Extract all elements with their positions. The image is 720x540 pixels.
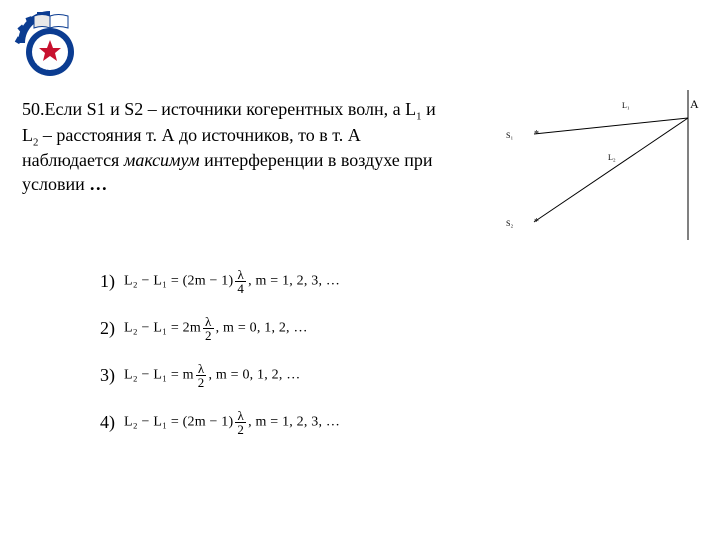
answer-formula: L₂ − L₁ = (2m − 1)λ4, m = 1, 2, 3, …	[124, 268, 340, 295]
question-ellipsis: …	[89, 174, 107, 194]
answer-option-1: 1)L₂ − L₁ = (2m − 1)λ4, m = 1, 2, 3, …	[100, 268, 340, 295]
question-italic: максимум	[124, 150, 200, 170]
answer-options: 1)L₂ − L₁ = (2m − 1)λ4, m = 1, 2, 3, … 2)…	[100, 268, 340, 456]
answer-number: 3)	[100, 365, 124, 387]
answer-number: 2)	[100, 318, 124, 340]
svg-text:L₂: L₂	[608, 153, 616, 162]
answer-option-3: 3)L₂ − L₁ = mλ2, m = 0, 1, 2, …	[100, 362, 340, 389]
svg-text:A: A	[690, 97, 699, 111]
answer-option-2: 2)L₂ − L₁ = 2mλ2, m = 0, 1, 2, …	[100, 315, 340, 342]
institution-logo: РГУПС	[10, 8, 90, 78]
answer-formula: L₂ − L₁ = (2m − 1)λ2, m = 1, 2, 3, …	[124, 409, 340, 436]
svg-text:*: *	[534, 217, 539, 228]
question-number: 50.	[22, 99, 45, 119]
answer-option-4: 4)L₂ − L₁ = (2m − 1)λ2, m = 1, 2, 3, …	[100, 409, 340, 436]
svg-text:S₁: S₁	[506, 131, 513, 140]
answer-number: 1)	[100, 271, 124, 293]
answer-formula: L₂ − L₁ = 2mλ2, m = 0, 1, 2, …	[124, 315, 308, 342]
svg-text:L₁: L₁	[622, 101, 630, 110]
answer-number: 4)	[100, 412, 124, 434]
question-text: 50.Если S1 и S2 – источники когерентных …	[22, 98, 442, 196]
answer-formula: L₂ − L₁ = mλ2, m = 0, 1, 2, …	[124, 362, 300, 389]
svg-text:*: *	[534, 129, 539, 140]
interference-diagram: * S₁ * S₂ L₁ L₂ A	[490, 90, 700, 250]
svg-text:S₂: S₂	[506, 219, 513, 228]
